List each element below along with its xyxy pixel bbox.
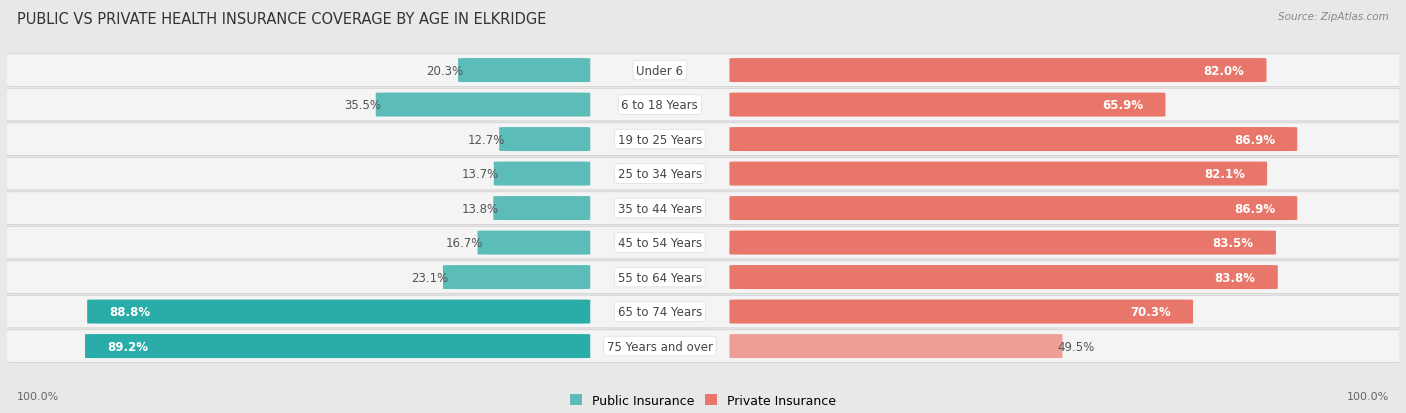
Text: 49.5%: 49.5% xyxy=(1057,340,1094,353)
Text: 55 to 64 Years: 55 to 64 Years xyxy=(617,271,702,284)
Legend: Public Insurance, Private Insurance: Public Insurance, Private Insurance xyxy=(569,394,837,407)
Text: 65 to 74 Years: 65 to 74 Years xyxy=(617,305,702,318)
FancyBboxPatch shape xyxy=(87,300,591,324)
Text: Source: ZipAtlas.com: Source: ZipAtlas.com xyxy=(1278,12,1389,22)
Text: 82.1%: 82.1% xyxy=(1204,168,1244,180)
FancyBboxPatch shape xyxy=(0,330,1406,363)
FancyBboxPatch shape xyxy=(730,197,1298,221)
FancyBboxPatch shape xyxy=(0,158,1406,190)
Text: 20.3%: 20.3% xyxy=(426,64,464,77)
Text: 83.5%: 83.5% xyxy=(1212,237,1254,249)
Text: 19 to 25 Years: 19 to 25 Years xyxy=(617,133,702,146)
FancyBboxPatch shape xyxy=(730,93,1166,117)
FancyBboxPatch shape xyxy=(0,296,1406,328)
FancyBboxPatch shape xyxy=(0,123,1406,156)
Text: 65.9%: 65.9% xyxy=(1102,99,1143,112)
FancyBboxPatch shape xyxy=(478,231,591,255)
FancyBboxPatch shape xyxy=(0,261,1406,294)
FancyBboxPatch shape xyxy=(730,59,1267,83)
Text: 70.3%: 70.3% xyxy=(1130,305,1171,318)
FancyBboxPatch shape xyxy=(499,128,591,152)
FancyBboxPatch shape xyxy=(0,227,1406,259)
Text: 75 Years and over: 75 Years and over xyxy=(607,340,713,353)
Text: 16.7%: 16.7% xyxy=(446,237,484,249)
Text: 82.0%: 82.0% xyxy=(1204,64,1244,77)
FancyBboxPatch shape xyxy=(0,192,1406,225)
Text: 89.2%: 89.2% xyxy=(107,340,148,353)
Text: 100.0%: 100.0% xyxy=(17,391,59,401)
FancyBboxPatch shape xyxy=(443,266,591,290)
Text: 86.9%: 86.9% xyxy=(1234,133,1275,146)
FancyBboxPatch shape xyxy=(730,334,1063,358)
FancyBboxPatch shape xyxy=(0,89,1406,121)
Text: 13.8%: 13.8% xyxy=(461,202,499,215)
Text: 13.7%: 13.7% xyxy=(463,168,499,180)
FancyBboxPatch shape xyxy=(730,300,1194,324)
FancyBboxPatch shape xyxy=(730,231,1275,255)
FancyBboxPatch shape xyxy=(494,162,591,186)
Text: 83.8%: 83.8% xyxy=(1215,271,1256,284)
FancyBboxPatch shape xyxy=(84,334,591,358)
Text: 6 to 18 Years: 6 to 18 Years xyxy=(621,99,699,112)
Text: 23.1%: 23.1% xyxy=(411,271,449,284)
Text: PUBLIC VS PRIVATE HEALTH INSURANCE COVERAGE BY AGE IN ELKRIDGE: PUBLIC VS PRIVATE HEALTH INSURANCE COVER… xyxy=(17,12,547,27)
FancyBboxPatch shape xyxy=(494,197,591,221)
Text: 88.8%: 88.8% xyxy=(110,305,150,318)
Text: 25 to 34 Years: 25 to 34 Years xyxy=(617,168,702,180)
Text: 12.7%: 12.7% xyxy=(467,133,505,146)
FancyBboxPatch shape xyxy=(0,55,1406,87)
FancyBboxPatch shape xyxy=(458,59,591,83)
Text: 100.0%: 100.0% xyxy=(1347,391,1389,401)
FancyBboxPatch shape xyxy=(730,128,1298,152)
Text: 35.5%: 35.5% xyxy=(344,99,381,112)
FancyBboxPatch shape xyxy=(730,162,1267,186)
Text: 86.9%: 86.9% xyxy=(1234,202,1275,215)
Text: 35 to 44 Years: 35 to 44 Years xyxy=(617,202,702,215)
Text: 45 to 54 Years: 45 to 54 Years xyxy=(617,237,702,249)
Text: Under 6: Under 6 xyxy=(637,64,683,77)
FancyBboxPatch shape xyxy=(375,93,591,117)
FancyBboxPatch shape xyxy=(730,266,1278,290)
